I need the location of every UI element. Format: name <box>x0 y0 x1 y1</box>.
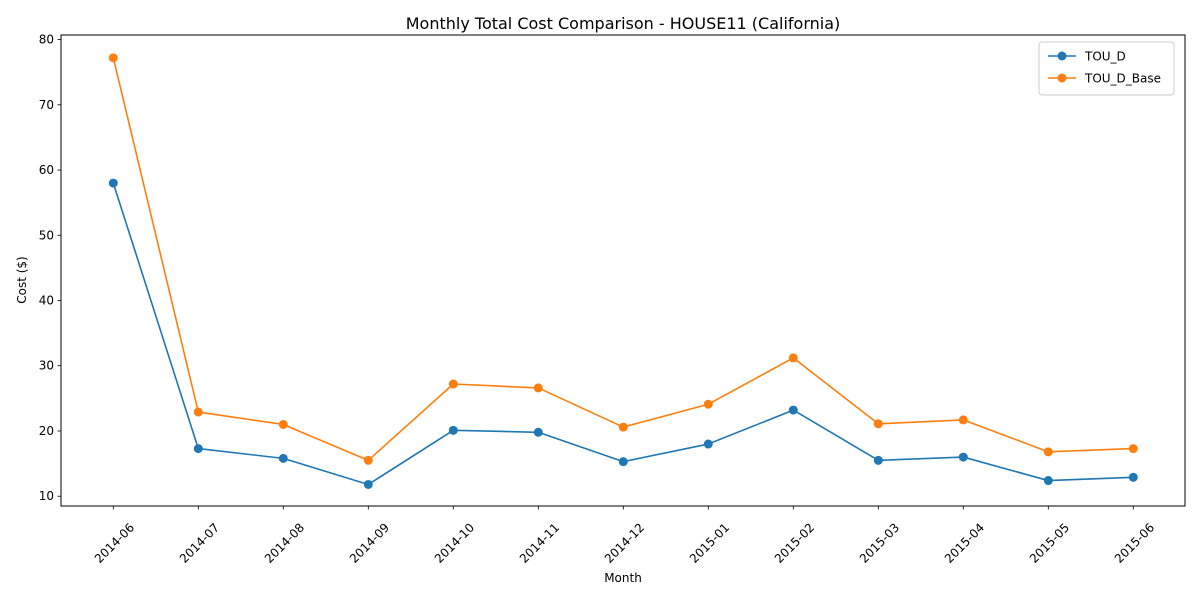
data-point <box>1043 447 1053 457</box>
legend-label: TOU_D <box>1084 50 1126 64</box>
data-point <box>193 407 203 417</box>
data-point <box>618 457 628 467</box>
y-axis-ticks: 10 20 30 40 50 60 70 80 <box>39 33 61 503</box>
data-point <box>958 452 968 462</box>
data-point <box>278 453 288 463</box>
data-point <box>533 383 543 393</box>
data-point <box>788 353 798 363</box>
y-axis-label: Cost ($) <box>15 256 29 304</box>
data-point <box>363 479 373 489</box>
data-point <box>363 455 373 465</box>
chart-title: Monthly Total Cost Comparison - HOUSE11 … <box>406 14 841 33</box>
data-point <box>448 425 458 435</box>
legend-entry-tou-d: TOU_D <box>1048 50 1126 64</box>
legend: TOU_D TOU_D_Base <box>1038 41 1175 96</box>
series-tou-d-base <box>108 53 1138 465</box>
data-point <box>618 422 628 432</box>
y-tick-label: 10 <box>39 489 54 503</box>
legend-swatch-marker <box>1057 51 1067 61</box>
data-point <box>278 419 288 429</box>
y-tick-label: 60 <box>39 163 54 177</box>
data-point <box>533 427 543 437</box>
legend-entry-tou-d-base: TOU_D_Base <box>1048 72 1161 86</box>
y-tick-label: 20 <box>39 424 54 438</box>
series-tou-d <box>108 178 1138 489</box>
data-point <box>108 178 118 188</box>
data-point <box>788 405 798 415</box>
data-point <box>1043 476 1053 486</box>
data-point <box>448 379 458 389</box>
data-point <box>193 444 203 454</box>
x-axis-label: Month <box>604 571 642 585</box>
data-point <box>703 399 713 409</box>
data-point <box>1128 444 1138 454</box>
y-tick-label: 30 <box>39 359 54 373</box>
data-point <box>958 415 968 425</box>
legend-swatch-marker <box>1057 73 1067 83</box>
data-point <box>108 53 118 63</box>
legend-label: TOU_D_Base <box>1084 72 1161 86</box>
data-point <box>703 439 713 449</box>
data-point <box>873 419 883 429</box>
data-point <box>873 455 883 465</box>
y-tick-label: 80 <box>39 33 54 47</box>
y-tick-label: 70 <box>39 98 54 112</box>
y-tick-label: 40 <box>39 294 54 308</box>
series-layer <box>108 53 1138 489</box>
data-point <box>1128 472 1138 482</box>
y-tick-label: 50 <box>39 228 54 242</box>
